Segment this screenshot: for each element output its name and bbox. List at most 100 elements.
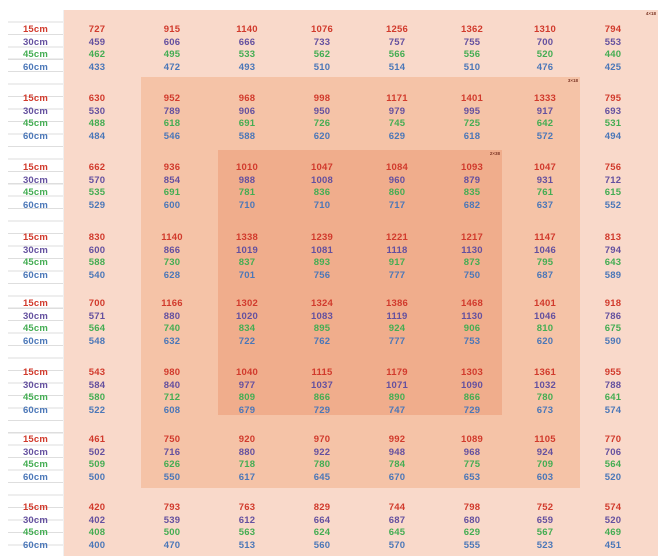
value-cell: 564 — [604, 459, 622, 470]
value-cell: 603 — [536, 471, 554, 483]
value-cell: 662 — [88, 162, 106, 173]
row-label-45cm: 45cm — [22, 459, 49, 470]
value-cell: 600 — [163, 199, 181, 211]
value-cell: 917 — [388, 257, 406, 268]
value-cell: 1239 — [311, 232, 333, 243]
value-cell: 522 — [88, 404, 106, 416]
value-cell: 936 — [163, 162, 181, 173]
value-cell: 757 — [388, 36, 406, 48]
value-cell: 1303 — [461, 367, 483, 378]
value-cell: 1037 — [311, 379, 333, 391]
row-label-60cm: 60cm — [22, 539, 49, 551]
value-cell: 659 — [536, 514, 554, 526]
value-cell: 514 — [388, 61, 406, 73]
value-cell: 618 — [463, 130, 481, 142]
row-label-60cm: 60cm — [22, 130, 49, 142]
value-cell: 775 — [463, 459, 481, 470]
value-cell: 906 — [238, 105, 256, 117]
value-cell: 777 — [388, 269, 406, 281]
row-label-30cm: 30cm — [22, 446, 49, 458]
value-cell: 548 — [88, 335, 106, 347]
value-cell: 1081 — [311, 244, 333, 256]
row-label-60cm: 60cm — [22, 471, 49, 483]
row-label-60cm: 60cm — [22, 335, 49, 347]
value-cell: 588 — [238, 130, 256, 142]
row-label-60cm: 60cm — [22, 404, 49, 416]
value-cell: 682 — [463, 199, 481, 211]
value-cell: 476 — [536, 61, 554, 73]
zone-annotation: 4×18 — [645, 11, 656, 16]
value-cell: 756 — [604, 162, 622, 173]
value-cell: 1324 — [311, 298, 333, 309]
value-cell: 747 — [388, 404, 406, 416]
value-cell: 1147 — [534, 232, 556, 243]
value-cell: 494 — [604, 130, 622, 142]
value-cell: 1047 — [534, 162, 556, 173]
value-cell: 917 — [536, 105, 554, 117]
value-cell: 617 — [238, 471, 256, 483]
row-label-30cm: 30cm — [22, 36, 49, 48]
value-cell: 1310 — [534, 24, 556, 35]
value-cell: 880 — [238, 446, 256, 458]
value-cell: 1046 — [534, 310, 556, 322]
value-cell: 556 — [463, 49, 481, 60]
value-cell: 998 — [313, 93, 331, 104]
value-cell: 1256 — [386, 24, 408, 35]
value-cell: 1115 — [311, 367, 333, 378]
row-label-15cm: 15cm — [22, 232, 49, 243]
value-cell: 716 — [163, 446, 181, 458]
value-cell: 1217 — [461, 232, 483, 243]
value-cell: 920 — [238, 434, 256, 445]
value-cell: 563 — [238, 527, 256, 538]
row-label-45cm: 45cm — [22, 118, 49, 129]
row-label-15cm: 15cm — [22, 298, 49, 309]
value-cell: 553 — [604, 36, 622, 48]
row-label-15cm: 15cm — [22, 24, 49, 35]
value-cell: 1140 — [161, 232, 183, 243]
value-cell: 710 — [313, 199, 331, 211]
value-cell: 628 — [163, 269, 181, 281]
value-cell: 860 — [388, 187, 406, 198]
value-cell: 780 — [313, 459, 331, 470]
value-cell: 509 — [88, 459, 106, 470]
value-cell: 637 — [536, 199, 554, 211]
value-cell: 906 — [463, 323, 481, 334]
value-cell: 1119 — [386, 310, 408, 322]
value-cell: 523 — [536, 539, 554, 551]
value-cell: 645 — [388, 527, 406, 538]
value-cell: 572 — [536, 130, 554, 142]
value-cell: 729 — [313, 404, 331, 416]
value-cell: 571 — [88, 310, 106, 322]
value-cell: 710 — [238, 199, 256, 211]
row-label-45cm: 45cm — [22, 392, 49, 403]
value-cell: 706 — [604, 446, 622, 458]
value-cell: 570 — [88, 174, 106, 186]
value-cell: 500 — [88, 471, 106, 483]
value-cell: 726 — [313, 118, 331, 129]
value-cell: 712 — [604, 174, 622, 186]
value-cell: 606 — [163, 36, 181, 48]
value-cell: 673 — [536, 404, 554, 416]
value-cell: 470 — [163, 539, 181, 551]
value-cell: 980 — [163, 367, 181, 378]
value-cell: 1020 — [236, 310, 258, 322]
value-cell: 725 — [463, 118, 481, 129]
value-cell: 680 — [463, 514, 481, 526]
value-cell: 931 — [536, 174, 554, 186]
value-cell: 866 — [163, 244, 181, 256]
value-cell: 539 — [163, 514, 181, 526]
value-cell: 835 — [463, 187, 481, 198]
value-cell: 829 — [313, 502, 331, 513]
value-cell: 484 — [88, 130, 106, 142]
value-cell: 624 — [313, 527, 331, 538]
value-cell: 495 — [163, 49, 181, 60]
value-cell: 793 — [163, 502, 181, 513]
value-cell: 675 — [604, 323, 622, 334]
value-cell: 866 — [313, 392, 331, 403]
value-cell: 472 — [163, 61, 181, 73]
row-label-30cm: 30cm — [22, 379, 49, 391]
value-cell: 788 — [604, 379, 622, 391]
value-cell: 608 — [163, 404, 181, 416]
value-cell: 1071 — [386, 379, 408, 391]
value-cell: 879 — [463, 174, 481, 186]
